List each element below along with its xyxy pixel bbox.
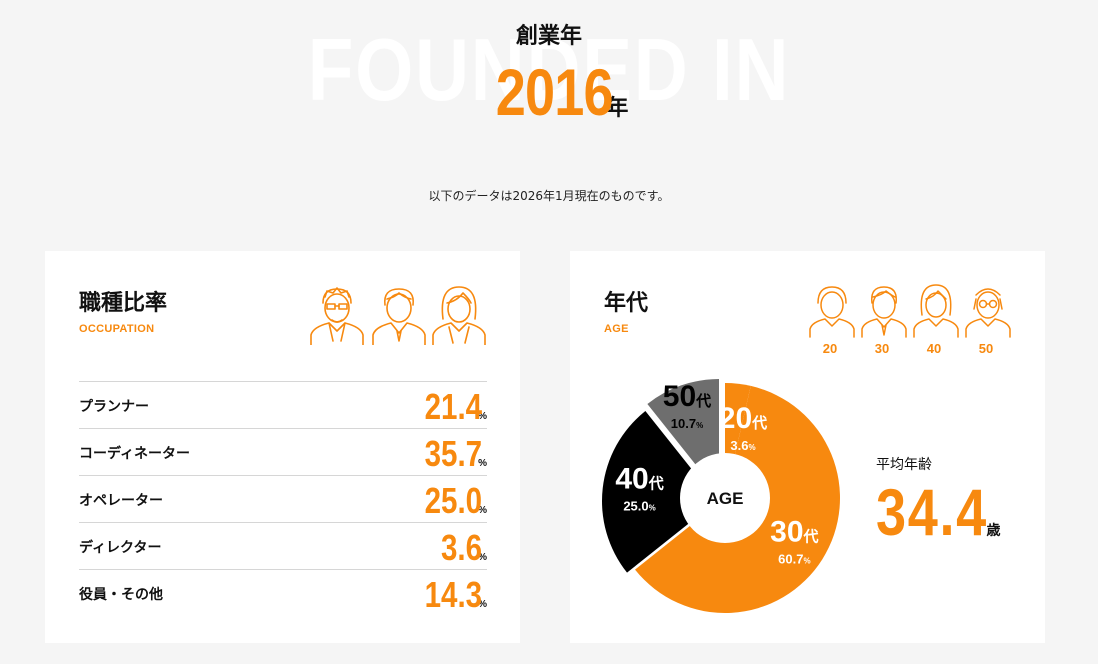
occupation-value: 3.6% <box>432 527 487 569</box>
occupation-percent: 25.0 <box>424 480 483 521</box>
percent-unit: % <box>478 411 487 422</box>
young-man-icon <box>809 286 855 338</box>
occupation-name: オペレーター <box>79 493 163 509</box>
occupation-value: 35.7% <box>412 433 487 475</box>
age-icon-label: 40 <box>927 341 941 355</box>
slice-label: 40代 25.0% <box>615 462 663 513</box>
man-icon <box>372 288 426 345</box>
founded-year-value: 2016 <box>495 55 613 129</box>
average-age-label: 平均年齢 <box>876 457 932 473</box>
woman-icon <box>432 286 486 345</box>
founded-label: 創業年 <box>515 24 582 49</box>
occupation-value: 14.3% <box>412 574 487 616</box>
table-row: プランナー 21.4% <box>79 381 487 428</box>
percent-unit: % <box>478 599 487 610</box>
table-row: ディレクター 3.6% <box>79 522 487 569</box>
occupation-value: 21.4% <box>412 386 487 428</box>
founded-background-text: FOUNDED IN <box>307 20 791 119</box>
slice-value-label: 25.0% <box>623 498 655 513</box>
occupation-title: 職種比率 <box>79 291 168 316</box>
age-icon-label: 20 <box>823 341 837 355</box>
slice-value-label: 10.7% <box>671 416 703 431</box>
slice-category-label: 40代 <box>615 462 663 495</box>
table-row: 役員・その他 14.3% <box>79 569 487 616</box>
age-icon-label: 50 <box>979 341 993 355</box>
donut-hole <box>680 453 770 543</box>
percent-unit: % <box>478 552 487 563</box>
age-donut-chart: AGE 20代 3.6% 30代 60.7% 40代 25.0% 50代 10.7% <box>602 379 840 613</box>
slice-value-label: 3.6% <box>730 438 755 453</box>
founded-year-unit: 年 <box>606 96 629 121</box>
age-subtitle: AGE <box>604 323 629 335</box>
age-card: 年代 AGE <box>570 251 1045 643</box>
founded-section: FOUNDED IN 創業年 2016年 <box>0 0 1098 140</box>
slice-label: 50代 10.7% <box>663 380 711 431</box>
pie-slice <box>602 411 717 573</box>
elder-glasses-icon <box>965 288 1011 338</box>
slice-category-label: 30代 <box>770 516 818 549</box>
occupation-table: プランナー 21.4% コーディネーター 35.7% オペレーター 25.0% … <box>79 381 487 616</box>
occupation-name: コーディネーター <box>79 446 191 462</box>
data-date-note: 以下のデータは2026年1月現在のものです。 <box>428 189 670 203</box>
average-age: 平均年齢 34.4歳 <box>876 454 1000 549</box>
founded-year: 2016年 <box>0 54 1098 130</box>
occupation-card: 職種比率 OCCUPATION <box>45 251 520 643</box>
man-icon <box>861 286 907 338</box>
occupation-people-icons <box>307 283 489 345</box>
man-glasses-icon <box>310 287 364 345</box>
table-row: コーディネーター 35.7% <box>79 428 487 475</box>
age-people-icons: 20 30 40 50 <box>806 283 1016 355</box>
woman-icon <box>913 284 959 338</box>
table-row: オペレーター 25.0% <box>79 475 487 522</box>
percent-unit: % <box>478 458 487 469</box>
slice-category-label: 20代 <box>719 402 767 435</box>
occupation-name: 役員・その他 <box>79 587 163 603</box>
occupation-percent: 21.4 <box>424 386 483 427</box>
slice-label: 30代 60.7% <box>770 516 818 567</box>
occupation-subtitle: OCCUPATION <box>79 323 155 335</box>
age-icon-label: 30 <box>875 341 889 355</box>
slice-label: 20代 3.6% <box>719 402 767 453</box>
occupation-percent: 14.3 <box>424 574 483 615</box>
occupation-percent: 3.6 <box>441 527 483 568</box>
occupation-name: プランナー <box>79 399 149 415</box>
average-age-value: 34.4歳 <box>876 474 1000 550</box>
occupation-value: 25.0% <box>412 480 487 522</box>
percent-unit: % <box>478 505 487 516</box>
donut-center-label: AGE <box>707 489 744 508</box>
average-age-number: 34.4 <box>876 475 988 549</box>
slice-category-label: 50代 <box>663 380 711 413</box>
occupation-percent: 35.7 <box>424 433 483 474</box>
occupation-name: ディレクター <box>79 540 162 556</box>
age-title: 年代 <box>604 291 649 316</box>
average-age-unit: 歳 <box>986 523 1001 539</box>
slice-value-label: 60.7% <box>778 552 810 567</box>
